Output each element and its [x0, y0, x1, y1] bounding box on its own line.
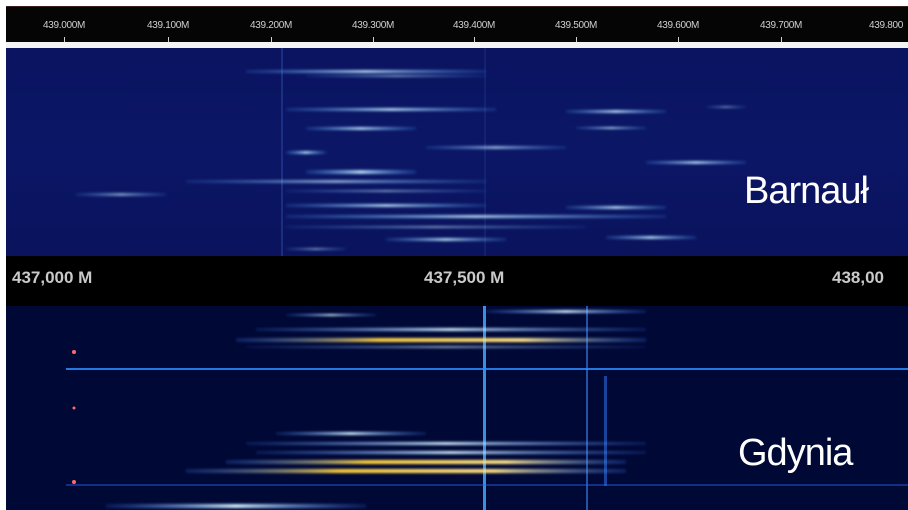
top-tick-label: 439.400M: [452, 20, 496, 31]
top-tick-label: 439.200M: [249, 20, 293, 31]
top-tick-label: 439.300M: [351, 20, 395, 31]
site-label-barnaul: Barnauł: [744, 170, 869, 212]
mid-frequency-label: 438,00: [832, 268, 884, 287]
top-waterfall-display[interactable]: Barnauł: [6, 48, 908, 256]
top-tick-mark: [576, 37, 577, 42]
top-tick-label: 439.500M: [554, 20, 598, 31]
top-frequency-ruler: 439.000M 439.100M 439.200M 439.300M 439.…: [6, 6, 908, 42]
top-waterfall-signals: [76, 48, 746, 256]
top-tick-mark: [64, 37, 65, 42]
middle-frequency-ruler: 437,000 M 437,500 M 438,00: [6, 256, 908, 306]
top-tick-mark: [781, 37, 782, 42]
bottom-waterfall-signals: [66, 306, 908, 510]
top-tick-mark: [271, 37, 272, 42]
top-tick-label: 439.100M: [146, 20, 190, 31]
top-tick-label: 439.800: [868, 20, 904, 31]
top-tick-mark: [373, 37, 374, 42]
top-tick-mark: [678, 37, 679, 42]
top-tick-label: 439.700M: [759, 20, 803, 31]
top-tick-mark: [474, 37, 475, 42]
bottom-waterfall-display[interactable]: Gdynia: [6, 306, 908, 510]
top-tick-label: 439.600M: [656, 20, 700, 31]
mid-frequency-label: 437,000 M: [12, 268, 93, 287]
ruler-separator: [6, 42, 908, 48]
site-label-gdynia: Gdynia: [738, 432, 853, 474]
mid-frequency-label: 437,500 M: [424, 268, 505, 287]
top-tick-mark: [168, 37, 169, 42]
top-tick-label: 439.000M: [42, 20, 86, 31]
